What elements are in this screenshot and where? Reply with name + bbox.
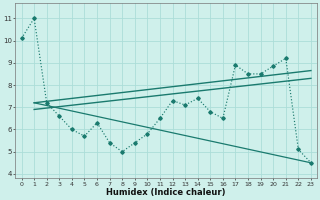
X-axis label: Humidex (Indice chaleur): Humidex (Indice chaleur) <box>107 188 226 197</box>
